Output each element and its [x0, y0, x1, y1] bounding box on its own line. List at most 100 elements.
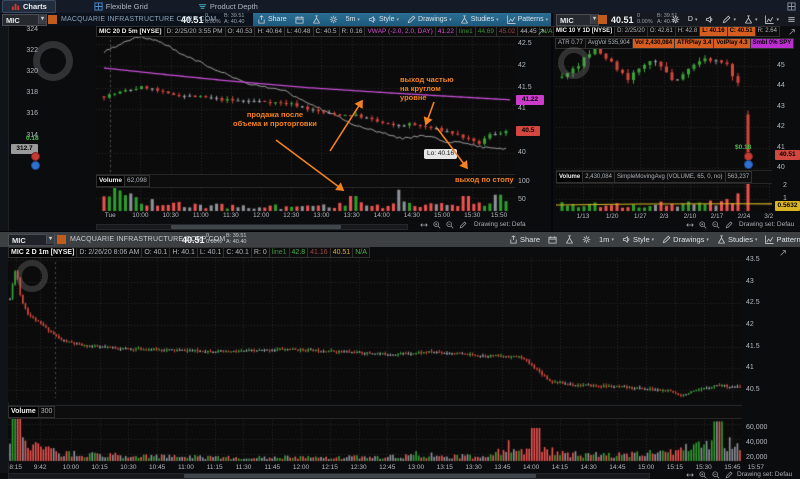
gear-button[interactable] [325, 15, 342, 24]
zoomin-status-icon[interactable] [699, 221, 707, 229]
calendar-button[interactable] [544, 235, 561, 244]
drawings-button[interactable]: Drawings ▾ [658, 235, 713, 244]
layout-grid-icon[interactable] [787, 2, 796, 11]
bottom-time-axis-label: 15:15 [666, 464, 684, 471]
right-price-axis-badge: 40.51 [775, 150, 800, 160]
time-axis-label: 15:30 [464, 212, 481, 219]
tab-charts[interactable]: Charts [2, 0, 56, 13]
collapsed-sidebar-handle[interactable] [0, 26, 9, 231]
bottom-volume-header: Volume 300 [8, 405, 742, 419]
left-chart-scrollbar[interactable] [96, 224, 408, 230]
arrows-h-status-icon[interactable] [686, 221, 694, 229]
bottom-time-axis-label: 12:15 [321, 464, 338, 471]
speaker-button[interactable] [701, 15, 718, 24]
bottom-time-axis-label: 12:00 [292, 464, 310, 471]
arrows-h-status-icon[interactable] [420, 221, 428, 229]
studies-button[interactable]: Studies ▾ [456, 15, 503, 24]
patterns-button[interactable]: Patterns▾ [503, 15, 553, 24]
5m-button[interactable]: 5m ▾ [345, 16, 360, 23]
share-button[interactable]: Share [253, 15, 291, 24]
data-cell: ATRPlay 3.4 [675, 38, 715, 49]
data-cell: 40.51 [330, 247, 354, 258]
beaker-button[interactable] [561, 235, 578, 244]
bottom-chart-scrollbar-thumb[interactable] [184, 474, 536, 478]
data-cell: MIC 10 Y 1D [NYSE] [553, 26, 616, 37]
patterns-button[interactable]: Patterns▾ [761, 235, 800, 244]
order-marker-red[interactable] [31, 152, 40, 161]
d-button[interactable]: D ▾ [687, 16, 698, 23]
zoomin-status-icon[interactable] [699, 471, 707, 479]
left-volume-canvas[interactable] [96, 185, 515, 212]
left-chart-scrollbar-thumb[interactable] [171, 225, 341, 229]
right-volume-canvas[interactable] [556, 181, 772, 212]
calendar-button[interactable] [291, 15, 308, 24]
bottom-bid-ask-stack: B: 39.51 A: 40.40 [226, 233, 247, 245]
bottom-volume-canvas[interactable] [8, 417, 742, 462]
data-cell: MIC 20 D 5m [NYSE] [96, 26, 165, 37]
beaker-button[interactable]: ▾ [740, 15, 762, 24]
pattern-button[interactable]: ▾ [761, 15, 783, 24]
price-axis-label: 41 [518, 105, 526, 113]
bottom-time-axis-label: 10:15 [91, 464, 108, 471]
right-volume-axis-label: 1 [783, 195, 787, 202]
time-axis-label: 10:00 [132, 212, 149, 219]
right-symbol-input[interactable]: MIC ▾ [556, 14, 599, 26]
bottom-price-chart-canvas[interactable] [8, 258, 742, 402]
1m-button[interactable]: 1m ▾ [599, 235, 614, 244]
symbol-dropdown-caret[interactable]: ▾ [37, 14, 46, 24]
data-cell: R: 0.16 [339, 26, 366, 37]
right-panel-header: MIC ▾ 40.51 0 0.00% B: 39.51 A: 40.40 D ▾ ▾ ▾ ▾ [553, 13, 800, 26]
beaker-button[interactable] [308, 15, 325, 24]
data-cell: D: 2/26/20 8:06 AM [77, 247, 143, 258]
spy-axis-label: 324 [26, 26, 38, 33]
right-price-chart-canvas[interactable] [556, 26, 772, 170]
gear-button[interactable] [578, 235, 595, 244]
zoomout-status-icon[interactable] [712, 221, 720, 229]
right-time-axis-label: 3/2 [764, 213, 774, 220]
change-stack: 0 0.00% [205, 13, 221, 25]
arrows-h-status-icon[interactable] [686, 471, 694, 479]
data-cell: L: 40.16 [700, 26, 728, 37]
bottom-drawing-set-status: Drawing set: Defau [737, 471, 793, 478]
style-button[interactable]: Style ▾ [364, 15, 403, 24]
tab-product-depth[interactable]: Product Depth [190, 1, 266, 12]
share-button[interactable]: Share [505, 235, 544, 244]
data-cell: Smbl 0% SPY [750, 38, 795, 49]
gear-icon [329, 15, 338, 24]
expand-cell-icon[interactable] [788, 28, 796, 36]
zoomout-status-icon[interactable] [712, 471, 720, 479]
bottom-symbol-input[interactable]: MIC ▾ [8, 234, 55, 246]
studies-button[interactable]: Studies ▾ [713, 235, 762, 244]
speaker-icon [705, 15, 714, 24]
bottom-time-axis-label: 14:45 [609, 464, 626, 471]
pen-status-icon[interactable] [725, 471, 733, 479]
symbol-input[interactable]: MIC ▾ [2, 14, 47, 26]
right-order-marker-blue[interactable] [744, 160, 753, 169]
pen-button[interactable]: ▾ [718, 15, 740, 24]
pen-status-icon[interactable] [459, 221, 467, 229]
zoomout-status-icon[interactable] [446, 221, 454, 229]
style-button[interactable]: Style ▾ [618, 235, 658, 244]
right-price-axis-label: 42 [777, 123, 785, 130]
drawings-button[interactable]: Drawings ▾ [403, 15, 456, 24]
spy-axis-label: 322 [26, 47, 38, 55]
expand-cell-icon[interactable] [779, 249, 787, 257]
data-cell: 44.45 [518, 26, 540, 37]
expand-cell-icon[interactable] [537, 28, 545, 36]
right-symbol-dropdown-caret[interactable]: ▾ [589, 14, 598, 24]
data-cell: 42.8 [289, 247, 309, 258]
pen-status-icon[interactable] [725, 221, 733, 229]
tab-flexible-grid[interactable]: Flexible Grid [86, 1, 156, 12]
menu-button[interactable] [783, 15, 800, 24]
price-axis-label: 42 [518, 61, 526, 69]
right-chart-toolbar: D ▾ ▾ ▾ ▾ [671, 13, 800, 26]
data-cell: H: 40.64 [255, 26, 286, 37]
order-marker-blue[interactable] [31, 161, 40, 170]
gear-icon [671, 15, 680, 24]
gear-button[interactable] [667, 15, 684, 24]
pattern-icon [765, 235, 775, 244]
chart-watermark-bubble [33, 41, 73, 81]
bottom-chart-scrollbar[interactable] [8, 473, 650, 479]
zoomin-status-icon[interactable] [433, 221, 441, 229]
bottom-symbol-dropdown-caret[interactable]: ▾ [45, 234, 54, 244]
